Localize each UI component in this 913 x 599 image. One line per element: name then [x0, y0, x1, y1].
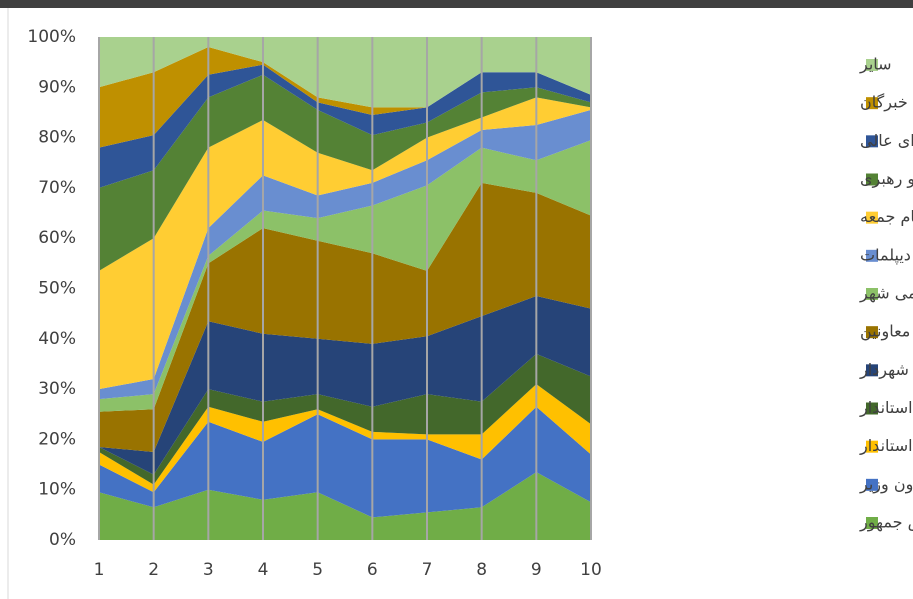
legend-swatch [866, 249, 878, 262]
y-tick-label: 90% [38, 77, 76, 97]
area [99, 109, 591, 400]
area [99, 182, 591, 452]
y-tick-label: 0% [49, 530, 76, 550]
legend-swatch [866, 440, 878, 453]
legend-label: شهردار [859, 360, 909, 380]
legend-label: استاندار [859, 436, 913, 456]
legend-swatch [866, 478, 878, 491]
x-tick-label: 6 [367, 560, 378, 580]
x-tick-label: 8 [476, 560, 487, 580]
x-tick-label: 2 [148, 560, 159, 580]
legend-label: نماینده امام و رهبری [860, 169, 913, 189]
x-tick-label: 4 [258, 560, 269, 580]
area [99, 296, 591, 475]
legend-swatch [866, 326, 878, 339]
area [99, 64, 591, 188]
x-tick-label: 9 [531, 560, 542, 580]
y-tick-label: 80% [38, 128, 76, 148]
area [99, 37, 591, 108]
area [99, 74, 591, 271]
y-tick-label: 20% [38, 429, 76, 449]
y-tick-label: 30% [38, 379, 76, 399]
legend-label: امام جمعه [860, 207, 913, 226]
x-tick-label: 10 [580, 560, 602, 580]
y-tick-label: 70% [38, 178, 76, 198]
y-tick-label: 50% [38, 279, 76, 299]
legend-swatch [866, 97, 878, 110]
x-tick-label: 5 [312, 560, 323, 580]
legend-label: مجلس خبرگان [860, 93, 913, 113]
y-tick-label: 10% [38, 480, 76, 500]
area [99, 140, 591, 412]
legend-label: سایر [859, 55, 892, 75]
legend-label: شورای عالی [860, 131, 913, 151]
legend-swatch [866, 173, 878, 186]
legend-swatch [866, 364, 878, 377]
area [99, 353, 591, 485]
legend-label: معاون استاندار [859, 398, 913, 418]
area [99, 97, 591, 390]
legend-label: دیپلمات [860, 245, 911, 265]
area [99, 406, 591, 518]
legend-label: وزیر و معاون رئیس جمهور [859, 513, 913, 533]
legend-swatch [866, 402, 878, 415]
x-tick-label: 1 [94, 560, 105, 580]
legend-label: فرماندار و بخشدار و معاونین [860, 322, 913, 342]
y-tick-label: 40% [38, 329, 76, 349]
top-bar [0, 0, 913, 8]
area [99, 384, 591, 493]
legend-swatch [866, 59, 878, 71]
y-tick-label: 100% [27, 27, 76, 47]
legend-swatch [866, 517, 878, 529]
x-tick-label: 7 [422, 560, 433, 580]
legend-swatch [866, 288, 878, 300]
legend-swatch [866, 135, 878, 148]
x-tick-label: 3 [203, 560, 214, 580]
y-tick-label: 60% [38, 228, 76, 248]
legend-swatch [866, 211, 878, 224]
area [99, 472, 591, 540]
legend-label: شورای اسلامی شهر [859, 284, 913, 304]
legend-label: معاون وزیر [859, 474, 913, 494]
